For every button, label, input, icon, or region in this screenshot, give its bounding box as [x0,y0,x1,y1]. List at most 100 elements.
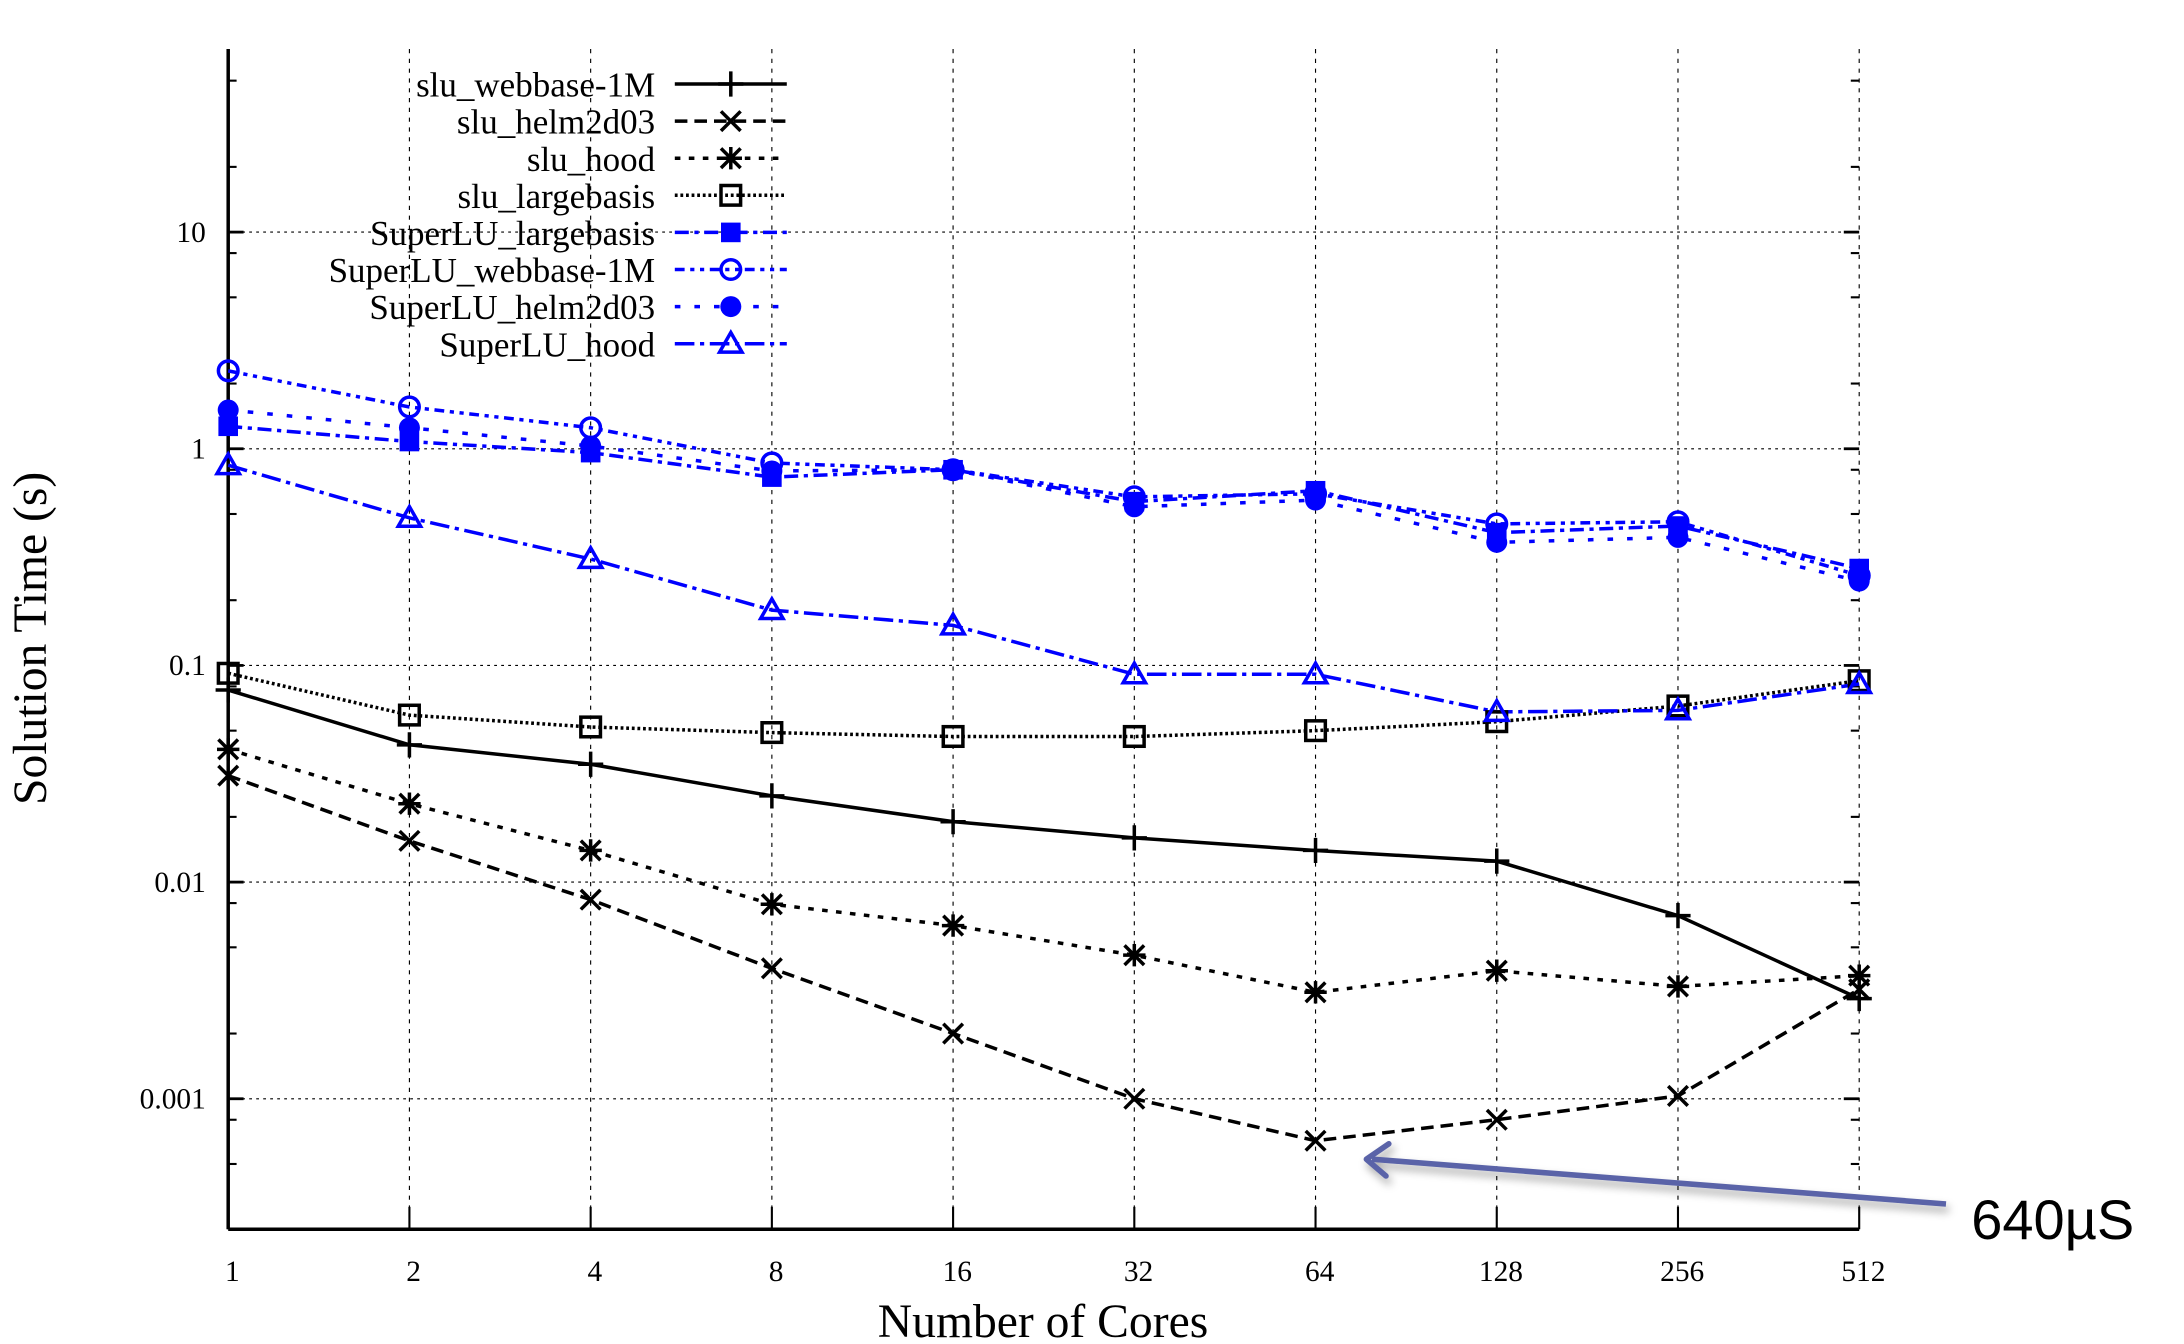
data-point-superlu-hood [213,450,243,476]
annotation-arrow [1363,1141,1947,1207]
legend-label-superlu-hood: SuperLU_hood [439,325,655,364]
legend-label-superlu-helm2d03: SuperLU_helm2d03 [369,288,655,327]
x-tick-label: 16 [943,1256,972,1288]
data-point-superlu-hood [1482,697,1511,723]
data-point-slu-webbase-1m [578,751,604,777]
data-point-slu-hood [1123,943,1146,967]
data-point-slu-hood [398,792,421,815]
x-tick-label: 128 [1479,1256,1523,1288]
x-tick-label: 2 [406,1256,421,1288]
legend-marker-slu-webbase-1m [718,71,744,97]
data-point-slu-largebasis [1122,724,1146,749]
data-point-slu-helm2d03 [760,957,783,980]
data-point-slu-helm2d03 [1304,1129,1327,1152]
annotation-arrow-shaft [1371,1156,1947,1207]
data-point-slu-hood [1304,981,1327,1004]
data-point-superlu-hood [576,544,605,570]
legend-marker-superlu-webbase-1m [719,257,743,282]
y-tick-label: 10 [176,217,205,249]
data-point-slu-largebasis [397,703,421,727]
data-point-superlu-webbase-1m [397,395,421,419]
annotation-label: 640µS [1971,1188,2134,1251]
x-tick-label: 4 [587,1256,602,1288]
data-point-superlu-helm2d03 [1848,570,1870,592]
legend-label-slu-webbase-1m: slu_webbase-1M [416,66,655,105]
data-point-slu-largebasis [1303,719,1328,743]
x-tick-label: 256 [1660,1256,1704,1288]
data-point-slu-hood [1666,975,1690,998]
series-line-superlu-helm2d03 [228,408,1860,583]
y-tick-label: 0.001 [140,1084,206,1116]
data-point-superlu-helm2d03 [1123,496,1145,518]
legend-label-slu-helm2d03: slu_helm2d03 [457,103,655,142]
data-point-superlu-helm2d03 [398,417,420,439]
data-point-slu-helm2d03 [398,829,421,852]
legend-label-superlu-webbase-1m: SuperLU_webbase-1M [329,251,656,290]
x-tick-label: 1 [225,1256,240,1288]
data-point-slu-helm2d03 [1123,1087,1146,1110]
series-lines [227,369,1861,1143]
data-point-slu-hood [941,914,965,937]
legend-label-slu-largebasis: slu_largebasis [458,177,656,216]
y-tick-labels: 0.001 0.01 0.1 1 10 [140,217,206,1116]
legend-marker-slu-largebasis [719,183,743,207]
data-point-superlu-helm2d03 [1667,526,1689,548]
data-point-slu-largebasis [216,661,240,685]
data-point-superlu-hood [395,503,424,528]
ticks [227,79,1861,1230]
data-point-slu-webbase-1m [759,783,785,809]
series-line-slu-hood [227,747,1860,995]
data-point-slu-webbase-1m [1484,848,1510,874]
data-point-superlu-hood [1844,669,1874,695]
data-point-slu-hood [1485,959,1508,982]
data-point-superlu-hood [1663,695,1693,721]
data-point-superlu-hood [1120,659,1149,685]
series-line-slu-webbase-1m [227,688,1860,1001]
data-point-slu-largebasis [760,721,784,745]
legend-marker-superlu-helm2d03 [720,296,742,318]
data-point-superlu-hood [938,610,968,636]
y-axis-title: Solution Time (s) [5,472,57,805]
data-point-slu-helm2d03 [579,888,602,911]
data-point-slu-helm2d03 [942,1022,965,1045]
data-point-slu-largebasis [941,724,965,749]
data-point-slu-helm2d03 [217,764,240,787]
series-markers [213,359,1874,1152]
data-point-slu-hood [579,839,602,862]
y-tick-label: 0.01 [154,867,205,899]
data-point-superlu-helm2d03 [1486,531,1508,553]
data-point-slu-webbase-1m [1302,837,1329,864]
x-tick-label: 8 [769,1256,784,1288]
x-tick-label: 512 [1841,1256,1885,1288]
data-point-superlu-helm2d03 [217,399,239,421]
series-line-superlu-hood [227,463,1860,714]
data-point-slu-hood [760,893,784,916]
data-point-slu-webbase-1m [1121,825,1147,851]
data-point-superlu-hood [757,595,787,621]
data-point-superlu-helm2d03 [580,435,602,457]
data-point-slu-webbase-1m [1665,903,1691,929]
data-point-superlu-hood [1301,659,1330,685]
data-point-slu-webbase-1m [396,732,423,758]
legend: slu_webbase-1Mslu_helm2d03slu_hoodslu_la… [329,66,787,364]
x-tick-labels: 1 2 4 8 16 32 64 128 256 512 [225,1256,1885,1288]
data-point-slu-hood [217,738,240,761]
legend-marker-superlu-hood [716,328,746,354]
annotation-arrow-head [1363,1141,1392,1179]
x-tick-label: 64 [1305,1256,1335,1288]
legend-marker-slu-helm2d03 [719,110,742,133]
grid [228,49,1860,1230]
data-point-superlu-helm2d03 [942,459,964,481]
data-point-superlu-webbase-1m [216,359,240,383]
data-point-superlu-helm2d03 [1305,489,1327,511]
data-point-slu-hood [1847,964,1871,987]
y-tick-label: 0.1 [169,650,206,682]
series-line-superlu-webbase-1m [227,369,1860,578]
legend-marker-slu-hood [719,147,742,170]
data-point-superlu-helm2d03 [761,460,783,482]
legend-marker-superlu-largebasis [721,222,741,243]
y-tick-label: 1 [191,434,206,466]
legend-label-superlu-largebasis: SuperLU_largebasis [370,214,655,253]
series-line-superlu-largebasis [228,424,1860,571]
